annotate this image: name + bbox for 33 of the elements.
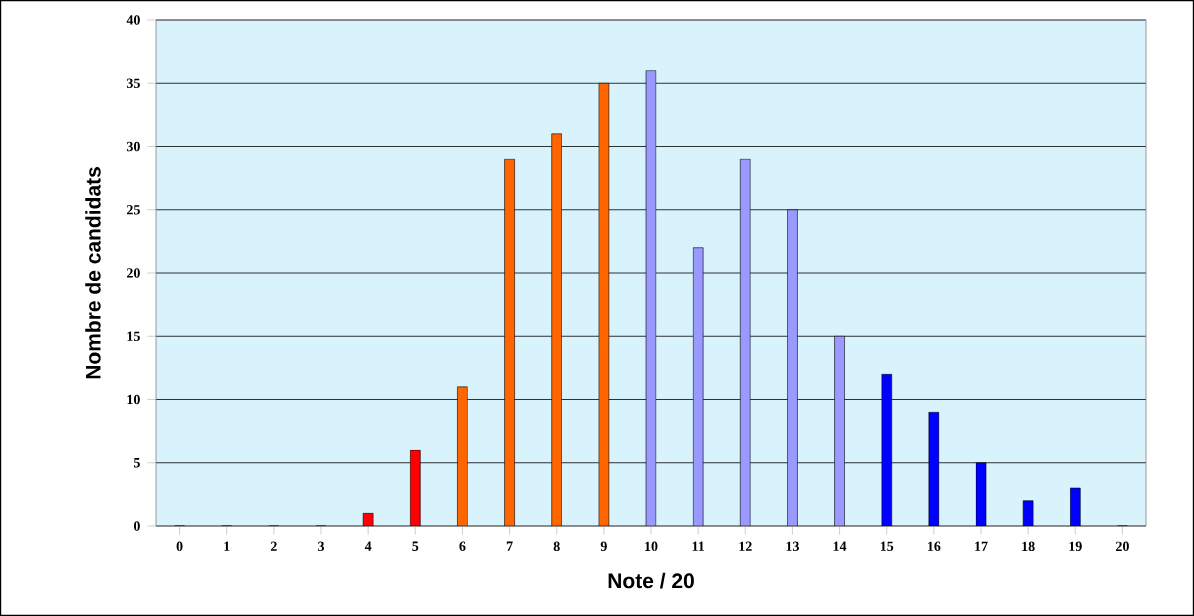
x-tick-label: 3 xyxy=(318,541,325,551)
x-tick-label: 4 xyxy=(364,541,372,551)
x-tick-label: 1 xyxy=(224,541,230,551)
y-tick-label: 5 xyxy=(133,458,140,468)
x-tick-label: 19 xyxy=(1069,541,1082,551)
y-tick-label: 15 xyxy=(127,331,140,341)
bar xyxy=(1022,500,1034,526)
y-tick-label: 10 xyxy=(127,394,140,405)
x-tick-label: 8 xyxy=(553,541,560,552)
x-tick-label: 16 xyxy=(927,541,941,551)
x-tick-label: 2 xyxy=(270,541,277,551)
y-tick-label: 25 xyxy=(126,205,140,215)
y-tick-label: 35 xyxy=(126,78,140,88)
x-axis-title: Note / 20 xyxy=(608,572,694,589)
y-tick-label: 30 xyxy=(126,141,140,152)
x-tick-label: 10 xyxy=(645,541,658,552)
x-tick-label: 9 xyxy=(600,541,607,551)
x-tick-label: 18 xyxy=(1022,541,1035,552)
x-tick-label: 0 xyxy=(176,541,183,552)
x-tick-label: 15 xyxy=(880,541,894,551)
x-tick-label: 13 xyxy=(786,541,799,551)
x-tick-label: 6 xyxy=(459,541,466,551)
x-tick-label: 11 xyxy=(692,541,705,551)
y-tick-label: 20 xyxy=(126,268,140,278)
x-tick-label: 17 xyxy=(975,541,988,551)
x-tick-label: 5 xyxy=(412,541,419,551)
x-tick-label: 12 xyxy=(739,541,752,551)
x-tick-label: 7 xyxy=(506,541,513,551)
x-tick-label: 20 xyxy=(1116,541,1129,552)
x-tick-label: 14 xyxy=(833,541,847,551)
y-tick-label: 0 xyxy=(133,521,140,531)
y-tick-label: 40 xyxy=(126,15,140,25)
y-axis-title: Nombre de candidats xyxy=(85,167,101,379)
